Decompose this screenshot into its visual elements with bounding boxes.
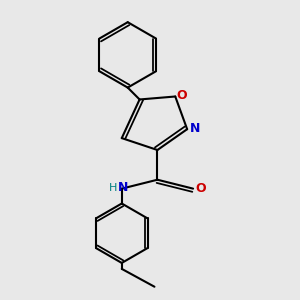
Text: H: H xyxy=(109,183,117,193)
Text: N: N xyxy=(118,181,128,194)
Text: N: N xyxy=(190,122,201,135)
Text: O: O xyxy=(195,182,206,194)
Text: O: O xyxy=(176,88,187,101)
